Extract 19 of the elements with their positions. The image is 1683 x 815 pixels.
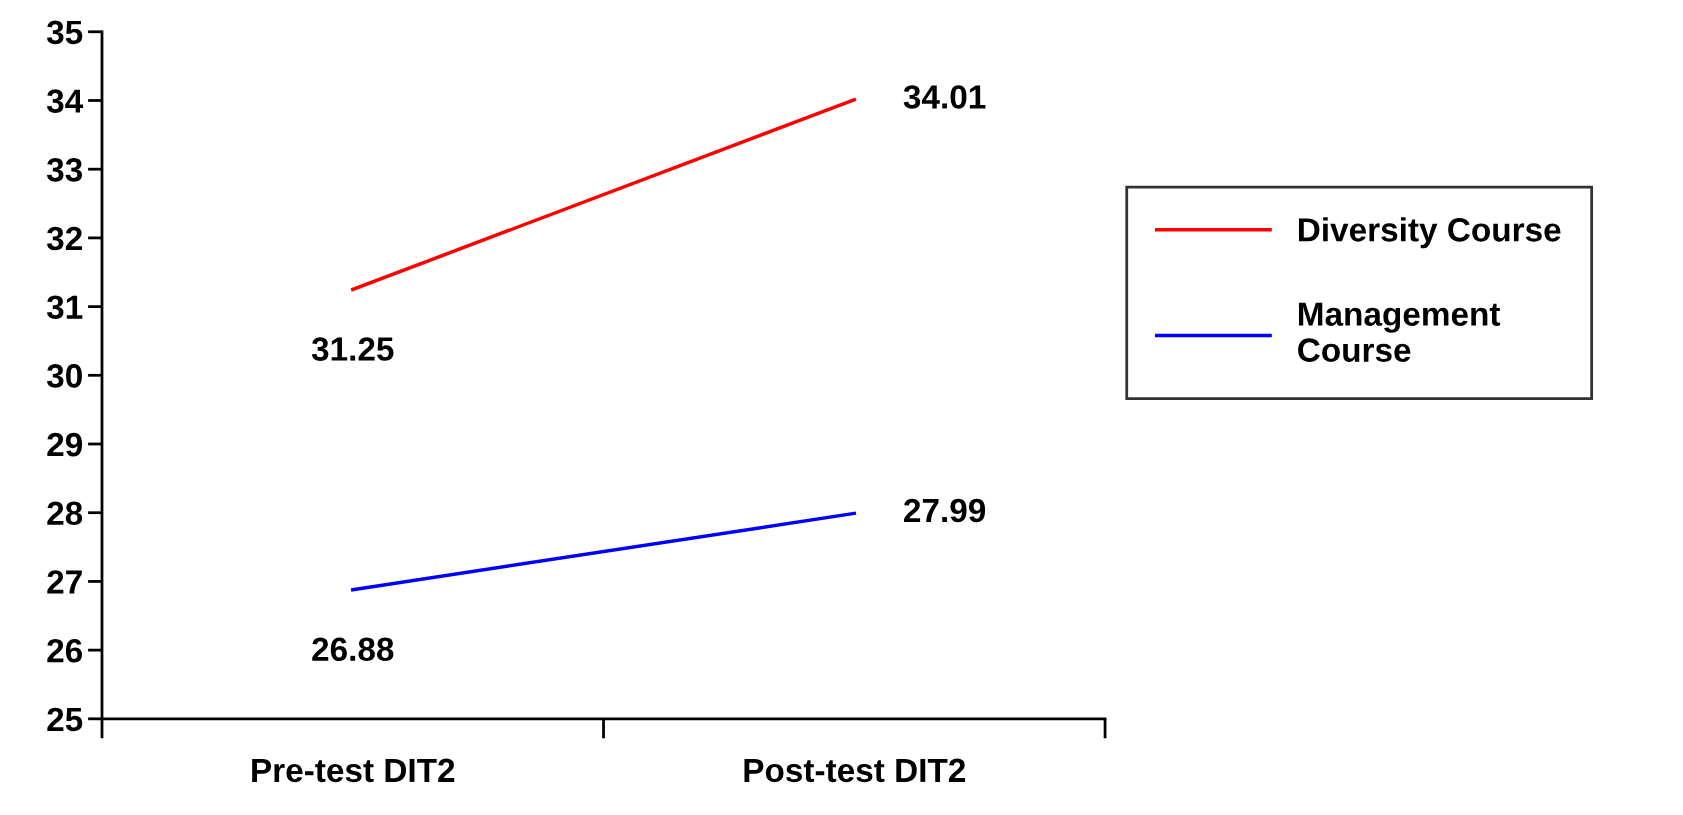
y-tick-label: 26 bbox=[47, 638, 83, 663]
data-label: 31.25 bbox=[311, 337, 394, 361]
x-tick-label: Post-test DIT2 bbox=[744, 758, 966, 783]
y-tick-label: 29 bbox=[47, 432, 83, 457]
x-tick-label: Pre-test DIT2 bbox=[252, 758, 455, 783]
data-label: 34.01 bbox=[903, 85, 986, 109]
legend-label: Management Course bbox=[1298, 302, 1501, 362]
data-label: 27.99 bbox=[904, 498, 986, 523]
y-tick-label: 28 bbox=[47, 501, 83, 526]
y-tick-label: 34 bbox=[46, 89, 84, 113]
y-tick-label: 30 bbox=[46, 364, 82, 388]
y-tick-label: 32 bbox=[46, 226, 82, 251]
y-tick-label: 33 bbox=[46, 158, 83, 182]
y-tick-label: 31 bbox=[46, 295, 83, 320]
y-tick-label: 35 bbox=[46, 20, 83, 45]
y-tick-label: 25 bbox=[47, 707, 83, 732]
data-label: 26.88 bbox=[312, 637, 394, 662]
y-tick-label: 27 bbox=[47, 570, 82, 594]
legend-label: Diversity Course bbox=[1298, 217, 1561, 249]
